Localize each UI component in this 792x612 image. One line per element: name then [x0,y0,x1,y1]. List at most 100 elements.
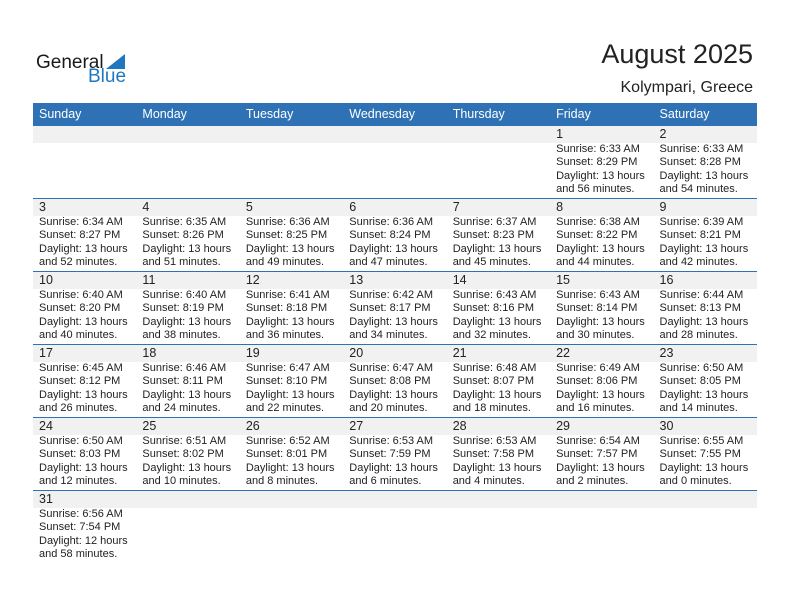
empty-cell [447,126,550,198]
daylight-cont-text: and 32 minutes. [452,329,531,342]
daylight-cont-text: and 0 minutes. [659,475,732,488]
day-cell: 10 Sunrise: 6:40 AM Sunset: 8:20 PM Dayligh… [33,272,136,344]
daylight-text: Daylight: 13 hours [452,388,542,401]
daylight-text: Daylight: 13 hours [245,242,335,255]
daylight-text: Daylight: 13 hours [349,388,438,401]
sunrise-text: Sunrise: 6:53 AM [452,435,537,447]
daylight-cont-text: and 24 minutes. [142,402,221,415]
sunrise-text: Sunrise: 6:49 AM [556,362,640,374]
sunset-text: Sunset: 7:57 PM [556,448,638,461]
sunrise-text: Sunrise: 6:48 AM [452,362,537,374]
daylight-cont-text: and 22 minutes. [245,402,325,415]
day-number: 8 [556,200,564,214]
week-row: 10 Sunrise: 6:40 AM Sunset: 8:20 PM Dayligh… [33,272,757,345]
daylight-cont-text: and 54 minutes. [659,183,738,196]
daylight-cont-text: and 2 minutes. [556,475,629,488]
sunset-text: Sunset: 8:03 PM [39,448,121,461]
day-number: 2 [659,127,667,141]
sunrise-text: Sunrise: 6:47 AM [349,362,434,374]
daylight-text: Daylight: 13 hours [142,315,232,328]
day-number: 5 [245,200,253,214]
sunset-text: Sunset: 8:06 PM [556,375,638,388]
empty-cell [447,491,550,564]
sunrise-text: Sunrise: 6:33 AM [556,143,640,155]
day-cell: 24 Sunrise: 6:50 AM Sunset: 8:03 PM Dayligh… [33,418,136,490]
weekday-tuesday: Tuesday [245,107,294,121]
daylight-cont-text: and 4 minutes. [452,475,525,488]
daylight-text: Daylight: 13 hours [39,388,128,401]
sunrise-text: Sunrise: 6:54 AM [556,435,640,447]
day-number-band [33,491,757,508]
day-number: 17 [39,346,53,360]
sunset-text: Sunset: 8:08 PM [349,375,431,388]
day-number: 13 [349,273,364,287]
day-cell: 12 Sunrise: 6:41 AM Sunset: 8:18 PM Dayligh… [240,272,343,344]
day-number-band [33,126,757,143]
day-number: 16 [659,273,674,287]
day-number: 29 [556,419,571,433]
sunset-text: Sunset: 8:01 PM [245,448,328,461]
day-number: 25 [142,419,157,433]
daylight-cont-text: and 42 minutes. [659,256,738,269]
calendar: Sunday Monday Tuesday Wednesday Thursday Frid… [33,103,757,564]
week-row: 1 Sunrise: 6:33 AM Sunset: 8:29 PM Daylight… [33,126,757,199]
empty-cell [550,491,653,564]
day-cell: 15 Sunrise: 6:43 AM Sunset: 8:14 PM Dayligh… [550,272,653,344]
daylight-cont-text: and 56 minutes. [556,183,635,196]
daylight-cont-text: and 47 minutes. [349,256,428,269]
sunrise-text: Sunrise: 6:56 AM [39,508,123,520]
week-row: 31 Sunrise: 6:56 AM Sunset: 7:54 PM Dayligh… [33,491,757,564]
day-cell: 4 Sunrise: 6:35 AM Sunset: 8:26 PM Daylight… [136,199,239,271]
daylight-cont-text: and 18 minutes. [452,402,531,415]
daylight-cont-text: and 20 minutes. [349,402,428,415]
day-cell: 27 Sunrise: 6:53 AM Sunset: 7:59 PM Dayligh… [343,418,446,490]
day-number-band [33,418,757,435]
sunset-text: Sunset: 8:02 PM [142,448,224,461]
sunset-text: Sunset: 8:17 PM [349,302,431,315]
day-cell: 25 Sunrise: 6:51 AM Sunset: 8:02 PM Dayligh… [136,418,239,490]
day-cell: 2 Sunrise: 6:33 AM Sunset: 8:28 PM Daylight… [654,126,757,198]
sunset-text: Sunset: 8:22 PM [556,229,638,242]
day-number: 27 [349,419,364,433]
daylight-cont-text: and 44 minutes. [556,256,635,269]
empty-cell [240,126,343,198]
day-cell: 16 Sunrise: 6:44 AM Sunset: 8:13 PM Dayligh… [654,272,757,344]
day-number: 11 [142,273,156,287]
sunset-text: Sunset: 8:11 PM [142,375,223,388]
sunrise-text: Sunrise: 6:55 AM [659,435,744,447]
daylight-text: Daylight: 13 hours [556,461,645,474]
sunset-text: Sunset: 8:28 PM [659,156,741,169]
weekday-thursday: Thursday [452,107,505,121]
sunrise-text: Sunrise: 6:52 AM [245,435,330,447]
daylight-text: Daylight: 13 hours [452,315,542,328]
day-number: 22 [556,346,571,360]
daylight-text: Daylight: 13 hours [245,315,335,328]
day-number: 26 [245,419,260,433]
sunrise-text: Sunrise: 6:51 AM [142,435,227,447]
empty-cell [654,491,757,564]
sunrise-text: Sunrise: 6:45 AM [39,362,123,374]
day-cell: 17 Sunrise: 6:45 AM Sunset: 8:12 PM Dayligh… [33,345,136,417]
day-number: 4 [142,200,150,214]
day-number: 12 [245,273,260,287]
daylight-text: Daylight: 13 hours [39,461,128,474]
daylight-text: Daylight: 13 hours [556,242,645,255]
sunrise-text: Sunrise: 6:35 AM [142,216,227,228]
daylight-cont-text: and 14 minutes. [659,402,738,415]
daylight-text: Daylight: 13 hours [556,315,645,328]
daylight-text: Daylight: 13 hours [349,242,438,255]
sunrise-text: Sunrise: 6:43 AM [452,289,537,301]
daylight-text: Daylight: 13 hours [349,461,438,474]
day-cell: 14 Sunrise: 6:43 AM Sunset: 8:16 PM Dayligh… [447,272,550,344]
sunrise-text: Sunrise: 6:50 AM [659,362,744,374]
day-number: 15 [556,273,571,287]
weekday-header: Sunday Monday Tuesday Wednesday Thursday Frid… [33,103,757,126]
empty-cell [240,491,343,564]
sunrise-text: Sunrise: 6:53 AM [349,435,434,447]
daylight-cont-text: and 26 minutes. [39,402,118,415]
sunset-text: Sunset: 8:21 PM [659,229,741,242]
day-cell: 29 Sunrise: 6:54 AM Sunset: 7:57 PM Dayligh… [550,418,653,490]
sunrise-text: Sunrise: 6:38 AM [556,216,640,228]
sunset-text: Sunset: 8:24 PM [349,229,431,242]
sunrise-text: Sunrise: 6:47 AM [245,362,330,374]
